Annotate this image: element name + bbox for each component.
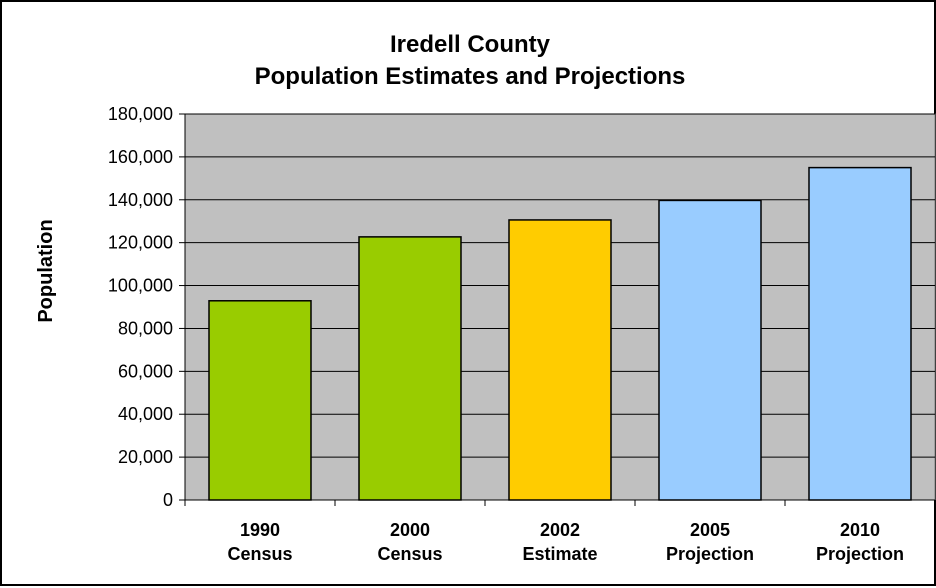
x-tick-label: 2002 [540, 520, 580, 540]
x-tick-label: 2010 [840, 520, 880, 540]
x-tick-label: Estimate [522, 544, 597, 564]
chart-title-line-2: Population Estimates and Projections [255, 63, 686, 90]
bar [208, 300, 312, 501]
x-tick-labels: 1990 Census 2000 Census 2002 Estimate 2005 Proj… [227, 520, 904, 564]
y-tick-label: 100,000 [108, 276, 173, 296]
bar [658, 199, 762, 501]
y-tick-label: 180,000 [108, 104, 173, 124]
y-tick-label: 80,000 [118, 318, 173, 338]
y-axis-label: Population [35, 219, 57, 322]
y-tick-label: 140,000 [108, 190, 173, 210]
axes [179, 113, 936, 506]
bar [358, 236, 462, 501]
y-tick-label: 0 [163, 490, 173, 510]
x-tick-label: 2000 [390, 520, 430, 540]
x-tick-label: Projection [816, 544, 904, 564]
bar [808, 166, 912, 501]
x-tick-label: 2005 [690, 520, 730, 540]
y-tick-label: 160,000 [108, 147, 173, 167]
bar [508, 219, 612, 501]
y-tick-label: 60,000 [118, 361, 173, 381]
y-tick-label: 20,000 [118, 447, 173, 467]
y-tick-labels: 0 20,000 40,000 60,000 80,000 100,000 120,000 1… [108, 104, 173, 510]
y-tick-label: 120,000 [108, 233, 173, 253]
x-tick-label: 1990 [240, 520, 280, 540]
y-tick-label: 40,000 [118, 404, 173, 424]
chart-title-line-1: Iredell County [390, 31, 551, 58]
bars [208, 166, 912, 501]
x-tick-label: Projection [666, 544, 754, 564]
x-tick-label: Census [377, 544, 442, 564]
x-tick-label: Census [227, 544, 292, 564]
